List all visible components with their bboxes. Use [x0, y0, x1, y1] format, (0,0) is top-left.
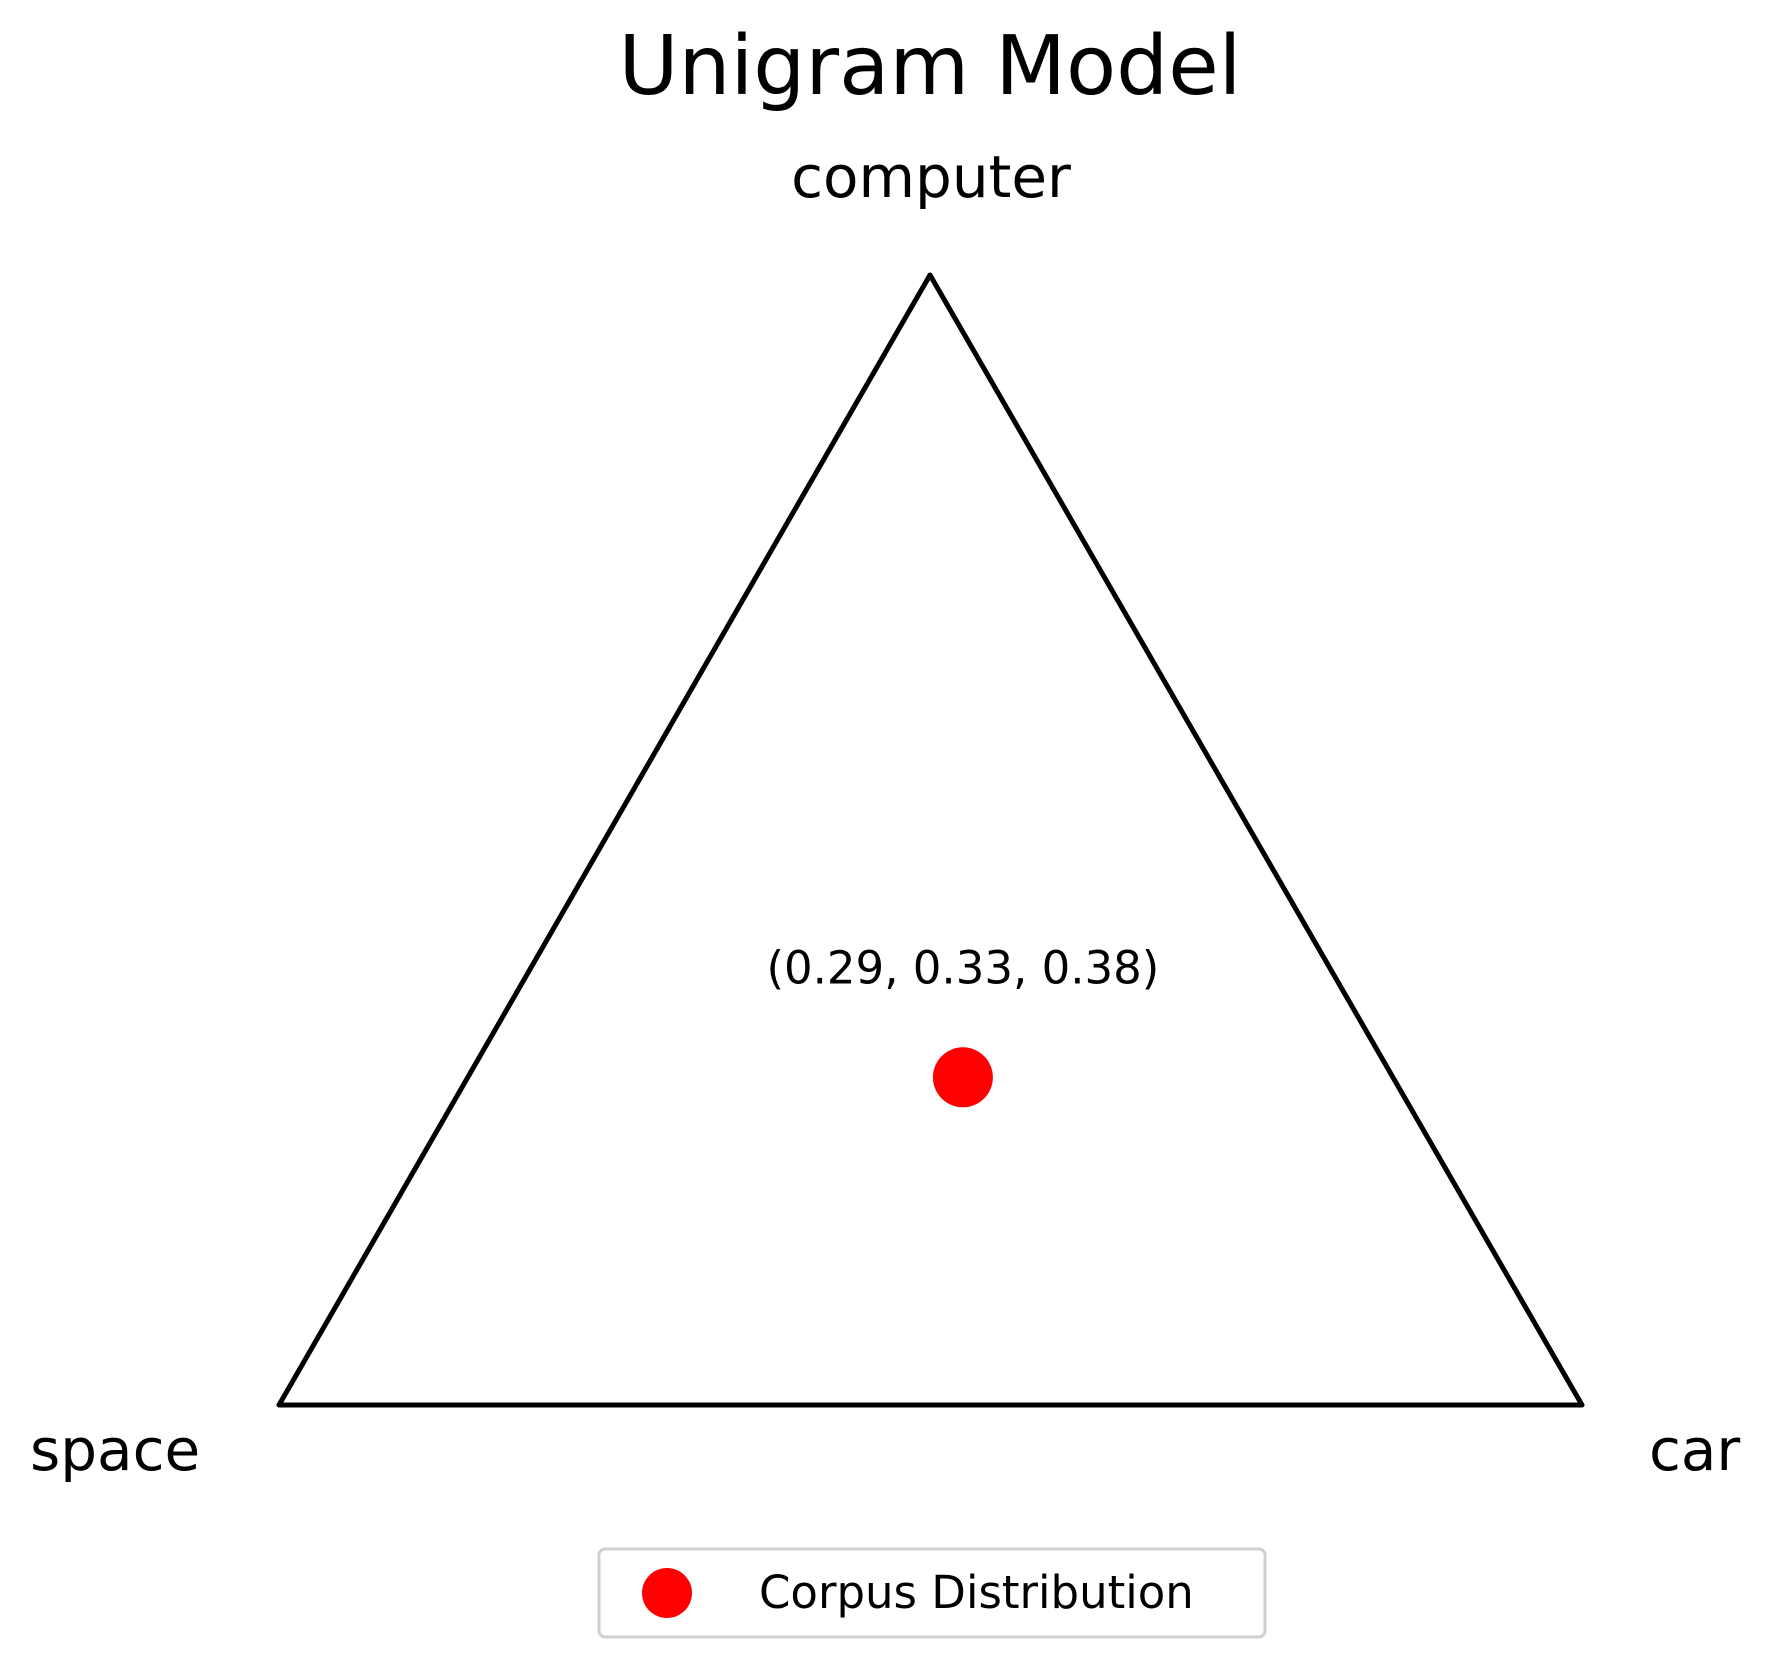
legend-marker — [642, 1568, 692, 1618]
legend-label: Corpus Distribution — [759, 1566, 1194, 1619]
simplex-triangle — [276, 272, 1585, 1408]
data-point — [932, 1047, 993, 1108]
legend-box — [597, 1547, 1267, 1639]
vertex-label-space: space — [30, 1416, 200, 1484]
data-points: (0.29, 0.33, 0.38) — [766, 941, 1159, 1108]
vertex-label-computer: computer — [791, 143, 1071, 211]
legend: Corpus Distribution — [597, 1547, 1267, 1639]
vertex-label-car: car — [1649, 1416, 1740, 1484]
data-point-label: (0.29, 0.33, 0.38) — [766, 941, 1159, 994]
chart-title: Unigram Model — [619, 19, 1242, 114]
